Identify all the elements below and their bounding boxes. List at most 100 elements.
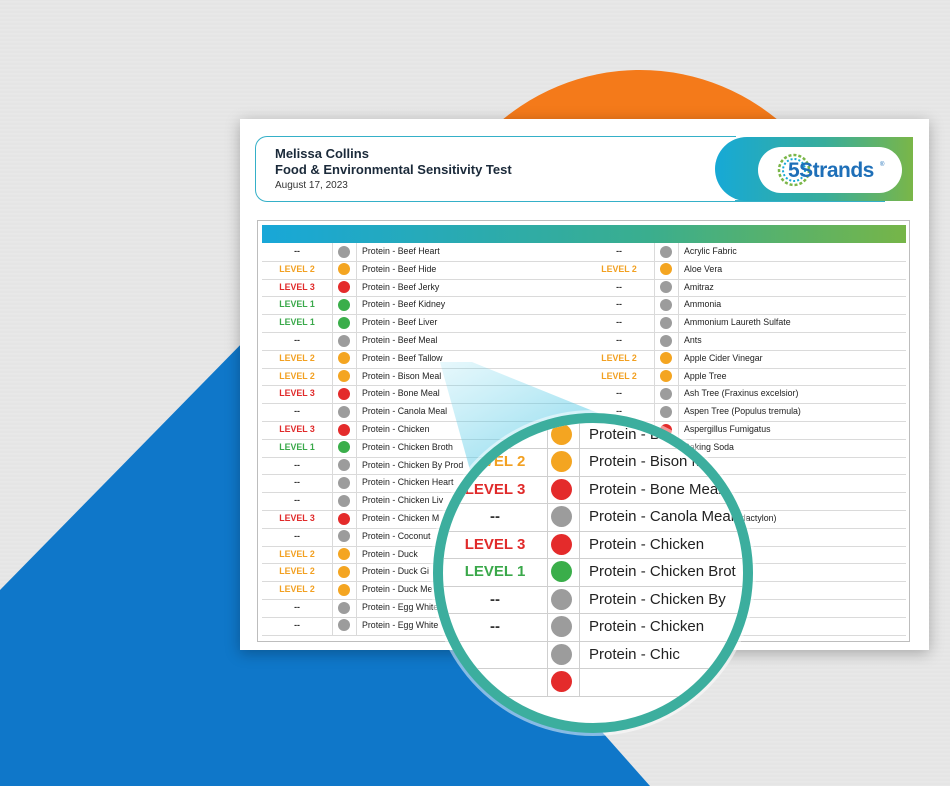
magnified-status-dot-icon	[551, 451, 572, 472]
level-label: LEVEL 2	[262, 545, 333, 564]
status-dot-icon	[338, 619, 350, 632]
table-row: LEVEL 1 Protein - Beef Liver	[262, 314, 584, 333]
item-name: Protein - Chicken Heart	[362, 477, 454, 488]
status-dot-icon	[338, 583, 350, 596]
item-name: Protein - Duck Me	[362, 584, 433, 595]
table-row: -- Ammonium Laureth Sulfate	[584, 314, 906, 333]
status-cell	[332, 563, 357, 582]
magnified-item-name: Protein - Bone Meal	[589, 480, 722, 498]
status-dot-icon	[338, 352, 350, 365]
status-dot-icon	[660, 281, 672, 294]
item-name: Protein - Beef Heart	[362, 246, 440, 256]
magnified-status-cell	[547, 585, 580, 613]
magnified-level-label: --	[490, 508, 500, 525]
status-dot-icon	[338, 601, 350, 614]
item-name: Protein - Beef Hide	[362, 263, 437, 274]
status-cell	[332, 510, 357, 528]
magnified-row: LEVEL 3 Protein - Bone Meal	[443, 475, 743, 504]
magnified-status-dot-icon	[551, 588, 572, 610]
level-label: --	[584, 332, 655, 350]
level-label: LEVEL 2	[584, 367, 655, 386]
item-name: Acrylic Fabric	[684, 246, 737, 256]
status-dot-icon	[338, 548, 350, 561]
magnified-row: LEVEL 2 Protein - Bison Mea	[443, 448, 743, 477]
magnified-level-label: EVEL 2	[469, 425, 521, 443]
magnified-level-label: LEVEL 2	[464, 453, 526, 470]
report-header-frame	[255, 136, 736, 202]
magnified-status-cell	[547, 475, 580, 503]
level-label: --	[262, 599, 333, 617]
table-row: -- Protein - Beef Heart	[262, 243, 584, 262]
test-title: Food & Environmental Sensitivity Test	[275, 162, 512, 177]
item-name: Protein - Duck	[362, 548, 418, 559]
table-row: LEVEL 2 Protein - Duck Gi	[262, 563, 584, 583]
status-cell	[654, 421, 679, 439]
magnified-row	[443, 668, 743, 697]
item-name: Protein - Chicken	[362, 424, 430, 434]
status-cell	[654, 385, 679, 404]
magnified-level-label: LEVEL 1	[464, 563, 526, 580]
level-label: --	[584, 243, 655, 261]
table-row: -- Protein - Chicken Heart	[262, 474, 584, 494]
table-row: LEVEL 2 Aloe Vera	[584, 260, 906, 280]
magnified-item-name: Protein - Chicken By	[589, 590, 726, 608]
test-date: August 17, 2023	[275, 180, 348, 191]
status-dot-icon	[338, 530, 350, 543]
table-row: LEVEL 3 Protein - Beef Jerky	[262, 278, 584, 298]
magnified-level-label: LEVEL 3	[464, 535, 526, 553]
item-name: Protein - Canola Meal	[362, 406, 448, 417]
level-label: --	[262, 474, 333, 493]
item-name: Protein - Chicken M	[362, 513, 440, 523]
level-label: --	[262, 243, 333, 261]
magnified-status-dot-icon	[551, 506, 572, 527]
magnified-status-dot-icon	[551, 616, 572, 637]
level-label: LEVEL 2	[262, 349, 333, 368]
status-dot-icon	[660, 245, 672, 258]
level-label: LEVEL 3	[262, 278, 333, 297]
magnified-row: -- Protein - Canola Meal	[443, 503, 743, 532]
registered-mark: ®	[880, 162, 885, 168]
item-name: Protein - Beef Tallow	[362, 352, 443, 363]
status-dot-icon	[338, 512, 350, 525]
table-row: -- Protein - Canola Meal	[262, 403, 584, 422]
magnified-status-dot-icon	[551, 533, 572, 555]
status-cell	[332, 332, 357, 350]
status-cell	[332, 403, 357, 421]
level-label: LEVEL 3	[262, 421, 333, 439]
item-name: Aloe Vera	[684, 263, 723, 274]
magnified-row: EVEL 2 Protein - Beef Ta	[443, 423, 743, 449]
table-row: -- Protein - Chicken Liv	[262, 492, 584, 511]
table-row: LEVEL 2 Apple Tree	[584, 367, 906, 387]
magnified-status-dot-icon	[551, 423, 572, 445]
status-dot-icon	[660, 405, 672, 418]
magnified-status-cell	[547, 503, 580, 531]
level-label: --	[262, 527, 333, 546]
level-label: --	[584, 278, 655, 297]
table-row: -- Ammonia	[584, 296, 906, 316]
table-row: -- Amitraz	[584, 278, 906, 298]
status-dot-icon	[338, 387, 350, 400]
magnified-status-dot-icon	[551, 643, 572, 665]
table-row: LEVEL 3 Protein - Chicken	[262, 421, 584, 440]
item-name: Protein - Bone Meal	[362, 388, 440, 399]
logo-pill	[758, 147, 902, 193]
status-cell	[332, 581, 357, 599]
status-cell	[654, 243, 679, 261]
magnified-item-name: Protein - Chicken Brot	[589, 563, 736, 580]
table-row: LEVEL 1 Protein - Beef Kidney	[262, 296, 584, 316]
status-dot-icon	[660, 370, 672, 383]
level-label: LEVEL 1	[262, 296, 333, 315]
status-dot-icon	[338, 334, 350, 347]
status-dot-icon	[338, 263, 350, 276]
magnified-item-name: Protein - Beef Ta	[589, 425, 701, 443]
logo-wordmark: 5Strands	[788, 159, 874, 182]
status-cell	[332, 474, 357, 493]
status-cell	[332, 367, 357, 386]
table-row: -- Ash Tree (Fraxinus excelsior)	[584, 385, 906, 405]
level-label: LEVEL 2	[262, 563, 333, 582]
status-cell	[332, 599, 357, 617]
magnified-item-name: Protein - Bison Mea	[589, 453, 721, 470]
item-name: Protein - Beef Liver	[362, 317, 438, 328]
table-row: -- Protein - Egg White	[262, 599, 584, 618]
level-label: --	[584, 296, 655, 315]
